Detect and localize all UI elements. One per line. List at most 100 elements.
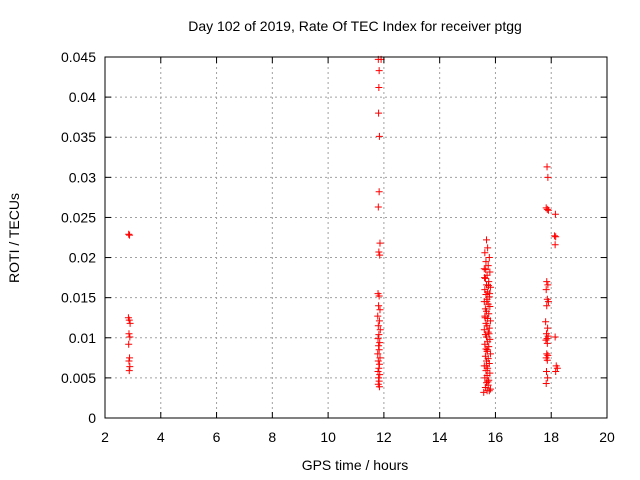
data-point <box>126 319 134 327</box>
data-point <box>542 380 550 388</box>
data-point <box>376 326 384 334</box>
x-tick-label: 6 <box>213 429 221 445</box>
data-point <box>375 292 383 300</box>
data-point <box>482 258 490 266</box>
data-point <box>374 367 382 375</box>
data-point <box>544 324 552 332</box>
data-point <box>374 203 382 211</box>
y-tick-label: 0.035 <box>61 129 96 145</box>
data-point <box>375 360 383 368</box>
data-point <box>483 298 491 306</box>
data-point <box>551 232 559 240</box>
data-point <box>125 316 133 324</box>
data-point <box>484 244 492 252</box>
x-tick-label: 18 <box>543 429 559 445</box>
data-point <box>482 266 490 274</box>
x-tick-label: 12 <box>376 429 392 445</box>
y-tick-label: 0.03 <box>69 169 96 185</box>
data-point <box>543 205 551 213</box>
data-point <box>481 249 489 257</box>
y-tick-label: 0.04 <box>69 89 96 105</box>
x-tick-label: 20 <box>599 429 615 445</box>
data-point <box>375 331 383 339</box>
data-point <box>480 388 488 396</box>
data-point <box>374 312 382 320</box>
data-point <box>480 265 488 273</box>
data-point <box>544 173 552 181</box>
data-point <box>374 335 382 343</box>
data-point <box>542 318 550 326</box>
data-point <box>482 362 490 370</box>
axes-frame <box>104 56 608 419</box>
grid-lines <box>105 57 607 418</box>
data-point <box>376 306 384 314</box>
data-point <box>481 274 489 282</box>
x-tick-label: 14 <box>432 429 448 445</box>
chart-title: Day 102 of 2019, Rate Of TEC Index for r… <box>188 18 522 34</box>
data-point <box>551 333 559 341</box>
data-point <box>485 387 493 395</box>
x-tick-label: 2 <box>101 429 109 445</box>
data-point <box>375 364 383 372</box>
y-tick-label: 0.045 <box>61 49 96 65</box>
data-point <box>375 346 383 354</box>
data-point <box>481 384 489 392</box>
y-tick-label: 0.025 <box>61 209 96 225</box>
data-point <box>552 367 560 375</box>
data-point <box>376 339 384 347</box>
x-axis-label: GPS time / hours <box>302 457 409 473</box>
data-point <box>126 333 134 341</box>
data-point <box>544 281 552 289</box>
data-point <box>125 357 133 365</box>
data-point <box>126 231 134 239</box>
y-tick-label: 0 <box>88 410 96 426</box>
data-point <box>375 109 383 117</box>
data-point <box>376 354 384 362</box>
data-point <box>125 230 133 238</box>
data-point <box>374 357 382 365</box>
data-point <box>483 346 491 354</box>
data-point <box>374 350 382 358</box>
data-point <box>543 278 551 286</box>
data-point <box>375 67 383 75</box>
data-point <box>374 322 382 330</box>
data-point <box>375 83 383 91</box>
data-point <box>486 290 494 298</box>
data-point <box>542 367 550 375</box>
data-point <box>544 374 552 382</box>
data-point <box>485 310 493 318</box>
y-tick-label: 0.02 <box>69 250 96 266</box>
data-point <box>376 371 384 379</box>
data-point <box>481 374 489 382</box>
data-point <box>543 356 551 364</box>
y-axis-label: ROTI / TECUs <box>6 193 22 283</box>
data-point <box>484 262 492 270</box>
data-point <box>375 302 383 310</box>
data-point <box>551 210 559 218</box>
data-point <box>375 383 383 391</box>
data-point <box>486 317 494 325</box>
data-point <box>481 340 489 348</box>
tick-labels: 2 4 6 8 10 12 14 16 18 20 0 0.005 0.01 0.015 0.02 0.025… <box>61 49 615 445</box>
data-point <box>376 239 384 247</box>
data-point <box>125 330 133 338</box>
data-point <box>481 274 489 282</box>
data-point <box>375 248 383 256</box>
data-point <box>125 367 133 375</box>
data-point <box>485 254 493 262</box>
data-point <box>483 236 491 244</box>
x-tick-label: 8 <box>268 429 276 445</box>
data-point <box>375 317 383 325</box>
data-point <box>376 251 384 259</box>
x-tick-label: 10 <box>320 429 336 445</box>
data-point <box>481 314 489 322</box>
data-point <box>486 302 494 310</box>
data-point <box>543 350 551 358</box>
data-point <box>551 241 559 249</box>
data-point <box>484 282 492 290</box>
data-point <box>375 342 383 350</box>
y-tick-label: 0.005 <box>61 370 96 386</box>
data-point <box>543 302 551 310</box>
data-point <box>544 298 552 306</box>
